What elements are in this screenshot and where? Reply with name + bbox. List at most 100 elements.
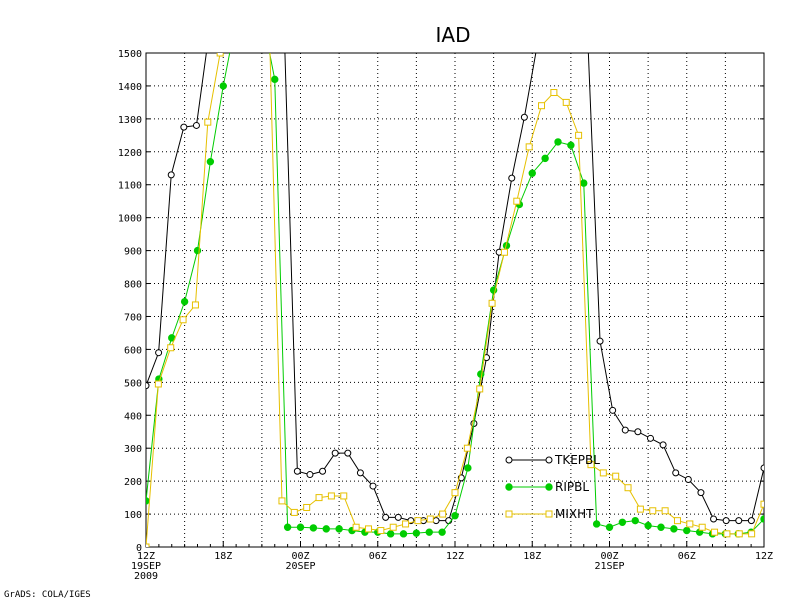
data-point xyxy=(659,441,667,449)
y-tick-label: 1300 xyxy=(118,115,142,126)
data-point xyxy=(580,179,588,187)
data-point xyxy=(303,503,311,511)
data-point xyxy=(206,157,215,166)
x-tick-label: 19SEP xyxy=(131,561,161,572)
legend-label: RIPBL xyxy=(555,480,589,494)
data-point xyxy=(192,121,200,129)
data-point xyxy=(306,471,314,479)
y-tick-label: 1100 xyxy=(118,181,142,192)
data-point xyxy=(335,525,343,533)
data-point xyxy=(382,513,390,521)
data-point xyxy=(646,434,654,442)
series-layer xyxy=(146,53,764,547)
data-point xyxy=(402,520,410,528)
legend-marker xyxy=(505,510,513,518)
data-point xyxy=(723,530,731,538)
x-tick-label: 12Z xyxy=(755,551,773,562)
data-point xyxy=(612,472,620,480)
data-point xyxy=(649,507,657,515)
data-point xyxy=(684,475,692,483)
data-point xyxy=(636,505,644,513)
data-point xyxy=(319,467,327,475)
data-point xyxy=(722,517,730,525)
x-tick-label: 00Z xyxy=(600,551,618,562)
data-point xyxy=(394,513,402,521)
data-point xyxy=(520,113,528,121)
data-point xyxy=(432,517,440,525)
data-point xyxy=(191,301,199,309)
data-point xyxy=(412,529,421,537)
data-point xyxy=(296,523,305,531)
data-point xyxy=(344,449,352,457)
y-tick-label: 900 xyxy=(124,247,142,258)
legend-label: TKEPBL xyxy=(554,453,600,467)
legend-marker xyxy=(545,483,553,491)
data-point xyxy=(146,497,150,505)
data-point xyxy=(513,197,521,205)
data-point xyxy=(179,316,187,324)
legend-item-ripbl: RIPBL xyxy=(505,480,589,494)
data-point xyxy=(550,89,558,97)
data-point xyxy=(278,497,286,505)
y-tick-label: 1200 xyxy=(118,148,142,159)
data-point xyxy=(488,299,496,307)
data-point xyxy=(599,469,607,477)
data-point xyxy=(477,370,485,378)
data-point xyxy=(146,543,150,547)
x-tick-label: 2009 xyxy=(134,571,158,582)
data-point xyxy=(525,143,533,151)
data-point xyxy=(425,528,433,536)
data-point xyxy=(451,512,459,520)
data-point xyxy=(167,171,175,179)
data-point xyxy=(609,406,617,414)
data-point xyxy=(567,141,575,149)
data-point xyxy=(271,75,279,84)
data-point xyxy=(426,515,434,523)
y-tick-label: 0 xyxy=(136,543,142,554)
series-mixht xyxy=(146,53,764,547)
x-tick-label: 20SEP xyxy=(285,561,315,572)
data-point xyxy=(451,489,459,497)
legend-label: MIXHT xyxy=(555,507,594,521)
series-tkepbl xyxy=(146,53,764,525)
data-point xyxy=(386,530,395,538)
data-point xyxy=(322,525,330,533)
data-point xyxy=(735,517,743,525)
data-point xyxy=(747,517,755,525)
x-tick-label: 12Z xyxy=(137,551,155,562)
legend-marker xyxy=(505,483,513,491)
y-tick-label: 800 xyxy=(124,280,142,291)
data-point xyxy=(528,169,536,177)
data-point xyxy=(464,464,472,472)
data-point xyxy=(438,528,446,536)
data-point xyxy=(634,428,642,436)
data-point xyxy=(414,517,422,525)
data-point xyxy=(167,344,175,352)
data-point xyxy=(683,526,691,535)
chart-title: IAD xyxy=(436,23,471,47)
grid xyxy=(146,53,764,547)
data-point xyxy=(698,523,706,531)
data-point xyxy=(631,516,639,525)
data-point xyxy=(760,500,764,508)
data-point xyxy=(369,482,377,490)
data-point xyxy=(155,349,163,357)
data-point xyxy=(644,521,652,530)
x-tick-label: 18Z xyxy=(523,551,541,562)
x-tick-label: 12Z xyxy=(446,551,464,562)
legend-item-mixht: MIXHT xyxy=(505,507,594,521)
y-tick-label: 1400 xyxy=(118,82,142,93)
data-point xyxy=(621,426,629,434)
legend-marker xyxy=(545,456,553,464)
data-point xyxy=(575,131,583,139)
data-point xyxy=(352,523,360,531)
data-point xyxy=(180,123,188,131)
data-point xyxy=(596,337,604,345)
data-point xyxy=(340,492,348,500)
data-point xyxy=(657,523,665,531)
data-point xyxy=(672,469,680,477)
y-tick-label: 1500 xyxy=(118,49,142,60)
data-point xyxy=(541,154,549,163)
y-tick-label: 600 xyxy=(124,345,142,356)
